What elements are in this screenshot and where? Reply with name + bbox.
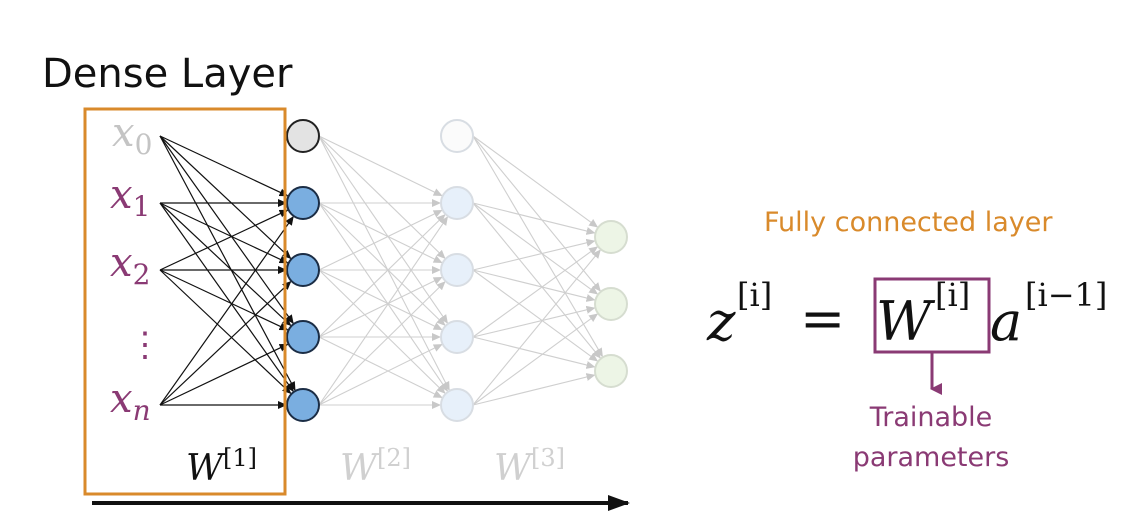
- connection-line: [318, 214, 446, 338]
- bias-node-layer1: [286, 119, 320, 153]
- eq-a-superscript: [i−1]: [1025, 276, 1107, 314]
- connection-line: [159, 202, 292, 327]
- connection-line: [318, 276, 443, 338]
- connection-line: [472, 373, 596, 406]
- weight-label-w1: W[1]: [186, 444, 257, 489]
- input-label-xn: xn: [110, 376, 151, 427]
- connection-line: [472, 202, 599, 295]
- connection-line: [472, 135, 601, 292]
- neuron-layer1: [286, 388, 320, 422]
- input-label-x2: x2: [110, 240, 150, 291]
- neuron-layer2: [440, 388, 474, 422]
- connection-line: [472, 246, 599, 338]
- connection-line: [472, 249, 601, 406]
- connection-line: [472, 269, 599, 362]
- connection-line: [318, 344, 443, 406]
- connection-line: [472, 202, 596, 235]
- connection-line: [318, 209, 443, 271]
- connection-line: [318, 202, 443, 264]
- input-label-x1: x1: [110, 172, 150, 223]
- neuron-layer2: [440, 320, 474, 354]
- slide-title: Dense Layer: [42, 51, 293, 97]
- connection-line: [159, 216, 294, 406]
- layer3-connections: [472, 135, 603, 406]
- connection-line: [472, 336, 596, 369]
- connection-line: [318, 135, 446, 259]
- eq-z-superscript: [i]: [737, 276, 772, 314]
- connection-line: [159, 280, 292, 406]
- connection-line: [472, 313, 599, 406]
- weight-label-w3: W[3]: [494, 444, 565, 489]
- layer2-connections: [318, 135, 450, 409]
- connection-line: [318, 269, 446, 394]
- eq-W-superscript: [i]: [935, 276, 970, 314]
- connection-line: [159, 269, 292, 395]
- eq-W: W: [876, 290, 936, 353]
- neuron-layer3: [594, 354, 628, 388]
- dense-equation: z [i] = W [i] a [i−1]: [706, 276, 1107, 353]
- neuron-layer1: [286, 320, 320, 354]
- connection-line: [159, 202, 294, 392]
- neuron-layer3: [594, 287, 628, 321]
- connection-line: [318, 281, 446, 406]
- connection-line: [318, 135, 448, 324]
- connection-line: [159, 209, 289, 271]
- connection-line: [159, 135, 289, 197]
- connection-line: [159, 269, 289, 331]
- connection-line: [159, 135, 296, 391]
- eq-a: a: [990, 290, 1022, 353]
- bias-node-layer2: [440, 119, 474, 153]
- connection-line: [472, 238, 596, 271]
- connection-line: [318, 216, 448, 406]
- connection-line: [318, 202, 448, 392]
- connection-line: [318, 269, 443, 331]
- weight-label-w2: W[2]: [340, 444, 411, 489]
- fully-connected-caption: Fully connected layer: [764, 207, 1053, 238]
- eq-z: z: [706, 290, 736, 353]
- trainable-label-line2: parameters: [853, 442, 1010, 473]
- connection-line: [318, 336, 443, 398]
- connection-line: [318, 202, 446, 326]
- dense-layer-highlight-box: [83, 107, 287, 496]
- connection-line: [159, 135, 292, 260]
- trainable-label-line1: Trainable: [869, 402, 993, 433]
- connection-line: [472, 135, 603, 358]
- connection-line: [318, 135, 450, 391]
- neuron-layer1: [286, 253, 320, 287]
- neuron-layer2: [440, 186, 474, 220]
- connection-line: [159, 135, 294, 324]
- connection-line: [159, 343, 289, 406]
- connection-line: [318, 135, 443, 197]
- input-label-vdots: ⋮: [128, 325, 162, 365]
- connection-line: [472, 135, 599, 228]
- eq-equals: =: [800, 287, 845, 350]
- connection-line: [472, 202, 601, 359]
- network-nodes: [286, 119, 628, 422]
- neuron-layer3: [594, 220, 628, 254]
- neuron-layer2: [440, 253, 474, 287]
- connection-line: [472, 269, 596, 302]
- connection-line: [472, 305, 596, 338]
- layer1-connections: [159, 135, 296, 409]
- neuron-layer1: [286, 186, 320, 220]
- input-label-x0: x0: [112, 110, 152, 161]
- connection-line: [159, 202, 289, 264]
